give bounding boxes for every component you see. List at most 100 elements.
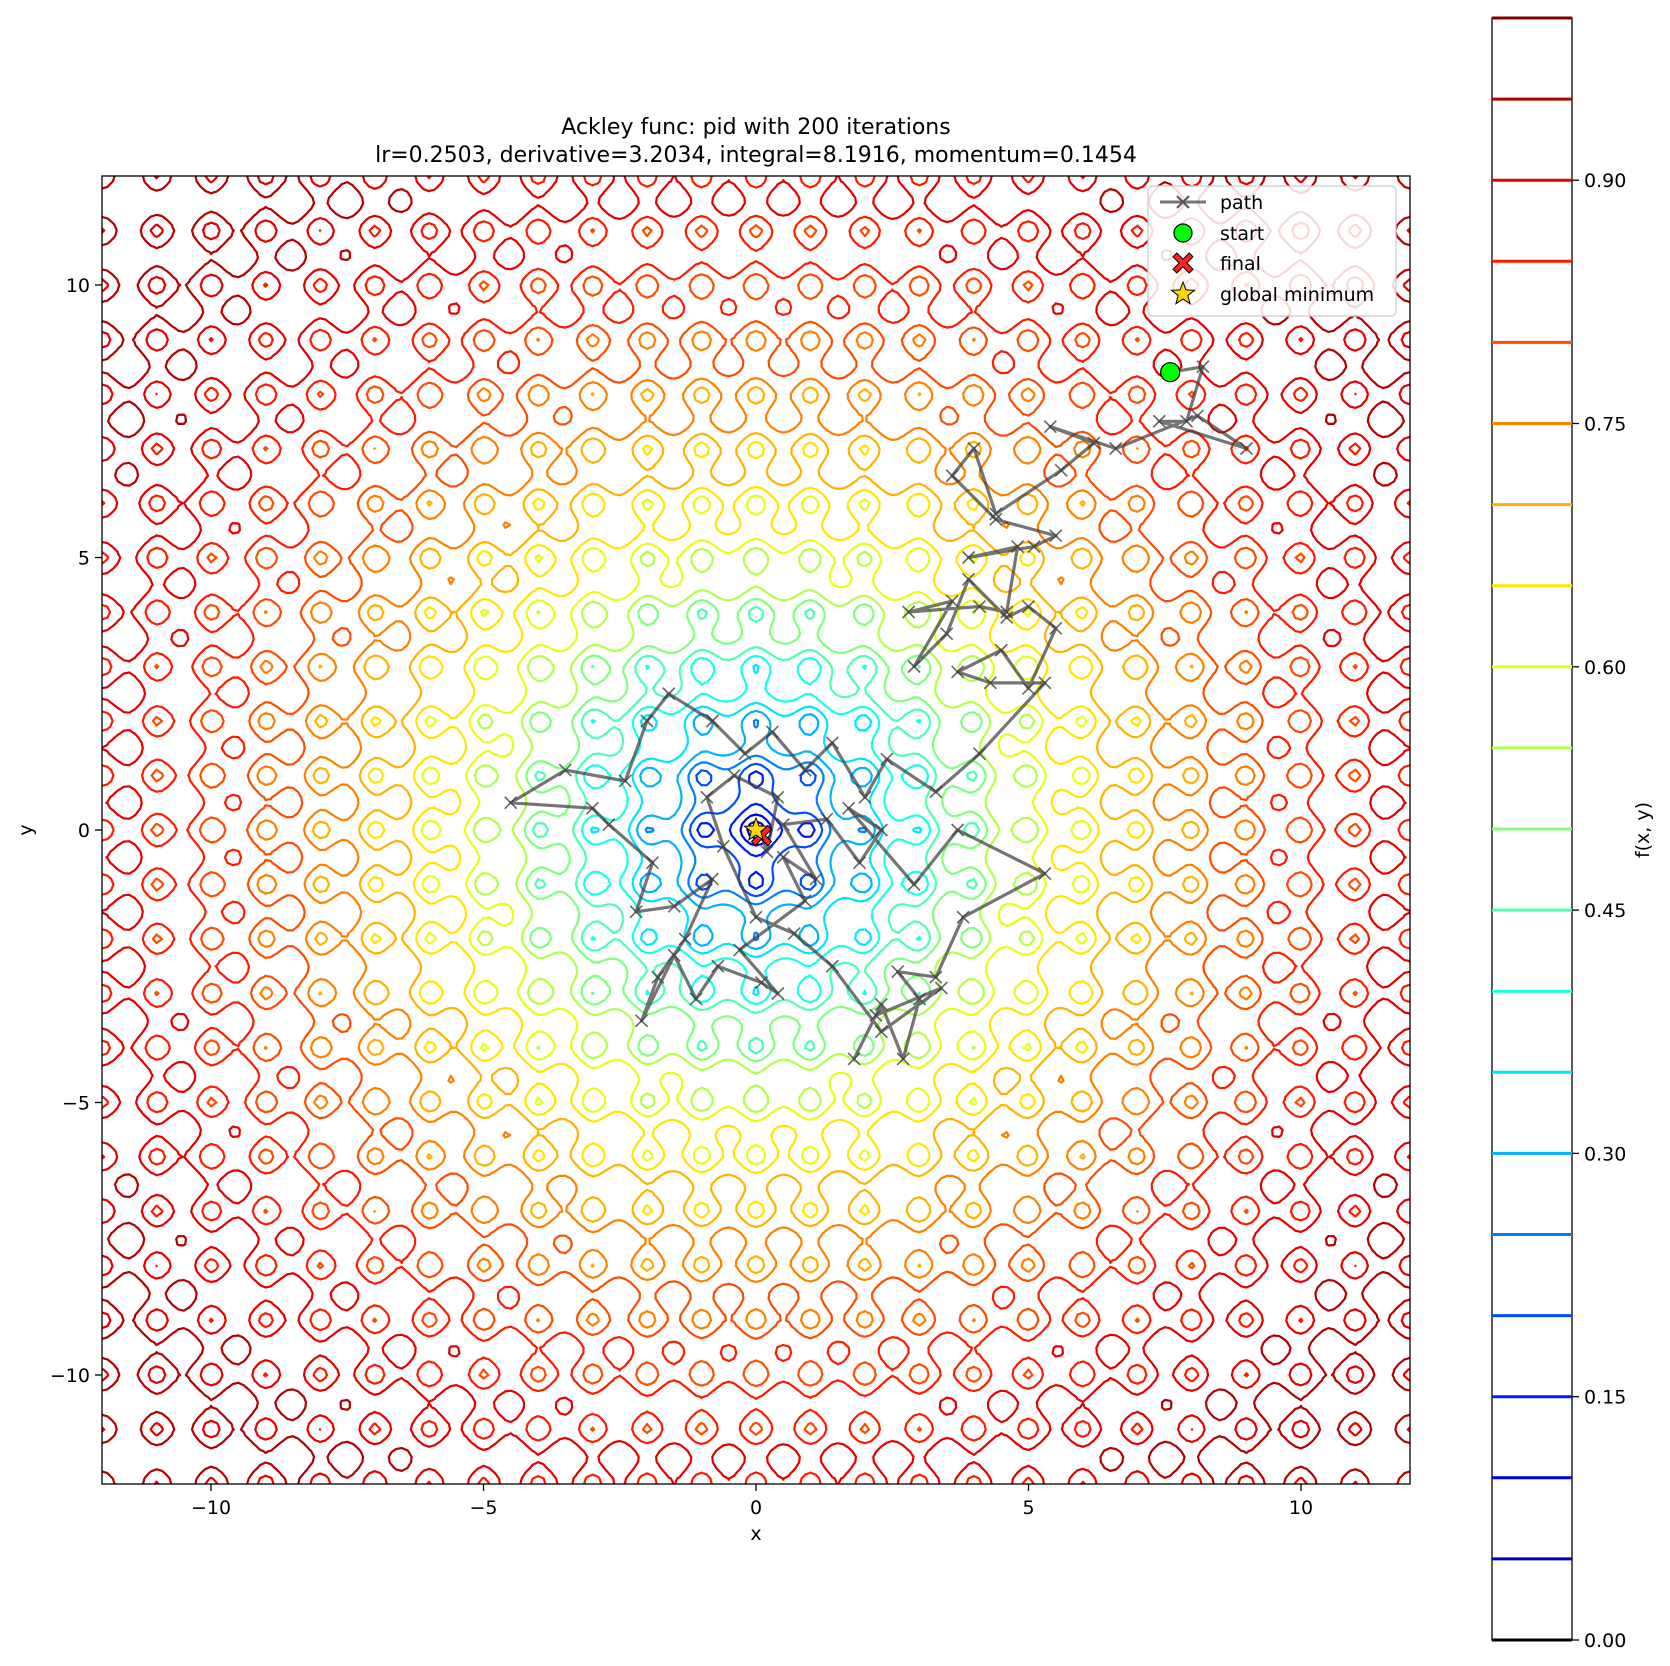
- path-point: [716, 839, 730, 853]
- colorbar-tick-label: 0.75: [1584, 414, 1626, 436]
- colorbar-tick-label: 0.45: [1584, 900, 1626, 922]
- path-point: [640, 714, 654, 728]
- path-point: [776, 817, 790, 832]
- path-point: [711, 959, 725, 973]
- path-point: [558, 763, 572, 777]
- path-point: [874, 997, 888, 1011]
- colorbar-tick-label: 0.15: [1584, 1387, 1626, 1409]
- path-point: [1043, 420, 1057, 434]
- path-point: [629, 905, 643, 919]
- path-point: [967, 441, 981, 456]
- path-point: [1027, 540, 1041, 554]
- path-point: [902, 605, 916, 619]
- path-point: [951, 665, 965, 679]
- path-point: [662, 687, 676, 701]
- path-point: [972, 599, 987, 614]
- path-point: [1196, 360, 1210, 374]
- contour-field: [102, 176, 1410, 1484]
- contour-level-0.45: [531, 605, 981, 1055]
- path-point: [1054, 463, 1068, 477]
- path-point: [689, 992, 703, 1006]
- path-point: [891, 965, 905, 979]
- y-axis-label: y: [15, 824, 37, 835]
- colorbar-tick-label: 0.00: [1584, 1630, 1626, 1652]
- path-point: [825, 736, 839, 750]
- colorbar-ticks: 0.00 0.15 0.30 0.45 0.60 0.75 0.90: [1572, 170, 1626, 1652]
- path-point: [754, 976, 769, 990]
- contour-level-0.20: [688, 762, 824, 898]
- x-tick-label: 10: [1289, 1497, 1313, 1519]
- path-point: [787, 926, 801, 941]
- y-tick-label: −5: [62, 1093, 90, 1115]
- legend-label-start: start: [1220, 223, 1264, 245]
- path-point: [1021, 599, 1036, 614]
- x-tick-label: 5: [1022, 1497, 1034, 1519]
- path-point: [994, 643, 1008, 657]
- path-point: [585, 801, 600, 815]
- legend-item-final: final: [1172, 252, 1261, 275]
- colorbar-tick-label: 0.90: [1584, 170, 1626, 192]
- path-point: [951, 823, 965, 837]
- path-point: [847, 1052, 861, 1066]
- contour-level-0.75: [255, 329, 1257, 1331]
- path-point: [738, 747, 752, 761]
- legend-box: [1147, 185, 1397, 317]
- path-point: [1190, 409, 1205, 423]
- contour-level-0.50: [523, 597, 989, 1063]
- path-point: [1011, 540, 1025, 554]
- path-point: [945, 469, 959, 483]
- x-tick-label: −10: [191, 1497, 231, 1519]
- path-point: [678, 932, 692, 946]
- start-marker: [1160, 362, 1181, 383]
- path-point: [874, 823, 888, 837]
- path-point: [852, 856, 867, 870]
- contour-level-0.85: [102, 176, 1410, 1484]
- path-point: [825, 959, 839, 973]
- path-point: [945, 594, 959, 608]
- chart-title-line-2: lr=0.2503, derivative=3.2034, integral=8…: [375, 143, 1137, 168]
- contour-level-0.80: [150, 224, 1362, 1436]
- chart-title: Ackley func: pid with 200 iterations lr=…: [375, 115, 1137, 168]
- legend-final-marker: [1172, 252, 1194, 274]
- path-point: [776, 850, 790, 864]
- path-point: [809, 872, 823, 886]
- path-point: [1021, 681, 1036, 695]
- path-point: [602, 817, 616, 832]
- path-point: [667, 948, 681, 962]
- point-markers: [743, 362, 1181, 847]
- path-point: [1000, 605, 1014, 619]
- chart-title-line-1: Ackley func: pid with 200 iterations: [561, 115, 950, 140]
- path-point: [700, 790, 714, 804]
- path-point: [798, 894, 812, 908]
- path-point: [798, 763, 812, 777]
- path-point: [634, 1014, 649, 1028]
- legend-item-global-minimum: global minimum: [1170, 280, 1374, 306]
- path-point: [733, 943, 747, 957]
- colorbar: 0.00 0.15 0.30 0.45 0.60 0.75 0.90 f(x, y): [1491, 16, 1654, 1652]
- path-point: [912, 992, 927, 1006]
- contour-level-0.60: [420, 494, 1092, 1166]
- path-point: [705, 714, 719, 728]
- path-point: [961, 572, 976, 586]
- path-point: [929, 970, 943, 984]
- path-point: [972, 747, 987, 761]
- legend-label-final: final: [1220, 253, 1261, 275]
- legend: path start final global minimum: [1147, 185, 1397, 317]
- path-point: [645, 856, 660, 870]
- path-point: [1087, 436, 1101, 450]
- legend-path-marker: [1176, 195, 1190, 209]
- y-axis-ticks: −10 −5 0 5 10: [50, 275, 102, 1387]
- x-tick-label: −5: [469, 1497, 497, 1519]
- contour-level-0.55: [472, 546, 1040, 1114]
- legend-label-global-minimum: global minimum: [1220, 284, 1374, 306]
- path-point: [1038, 676, 1052, 690]
- colorbar-label: f(x, y): [1632, 802, 1654, 858]
- path-point: [983, 676, 997, 690]
- y-tick-label: 5: [78, 548, 90, 570]
- path-point: [989, 512, 1003, 526]
- y-tick-label: −10: [50, 1365, 90, 1387]
- path-point: [1049, 529, 1063, 543]
- path-point: [858, 790, 872, 804]
- x-tick-label: 0: [750, 1497, 762, 1519]
